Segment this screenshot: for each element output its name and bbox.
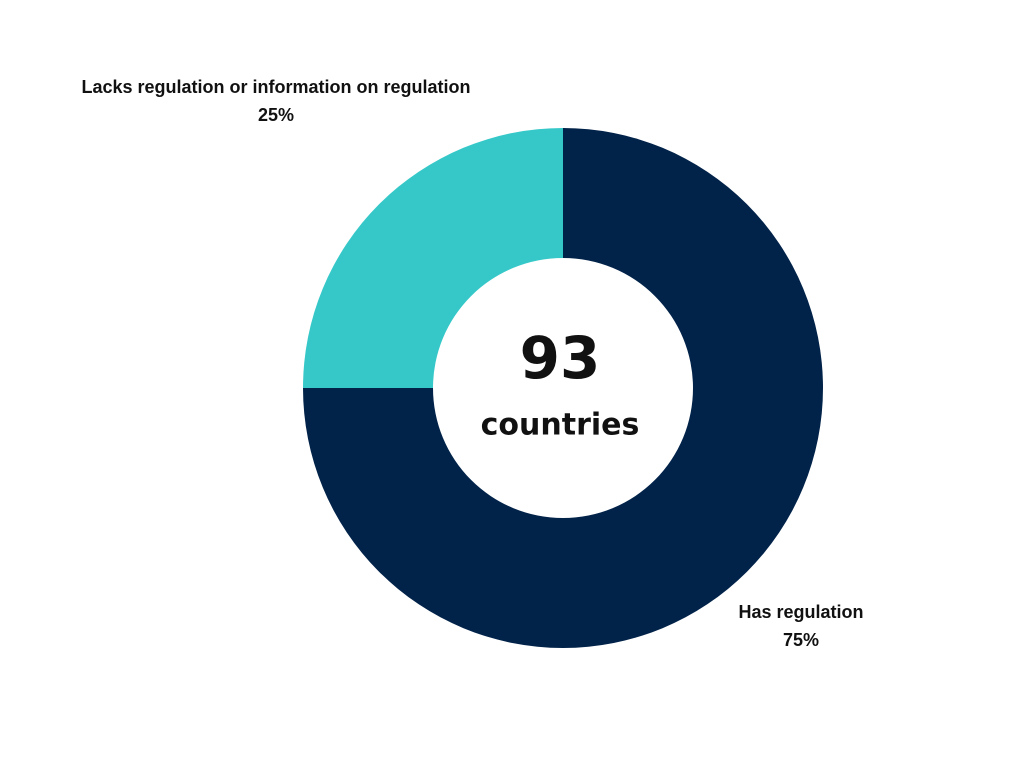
slice-label: Has regulation xyxy=(738,602,863,622)
donut-slice xyxy=(303,128,823,648)
slice-label: Lacks regulation or information on regul… xyxy=(81,77,470,97)
center-text: countries xyxy=(481,408,640,443)
slice-value-label: 75% xyxy=(783,630,819,650)
donut-slice xyxy=(303,128,563,388)
center-value: 93 xyxy=(520,324,601,392)
slice-value-label: 25% xyxy=(258,105,294,125)
